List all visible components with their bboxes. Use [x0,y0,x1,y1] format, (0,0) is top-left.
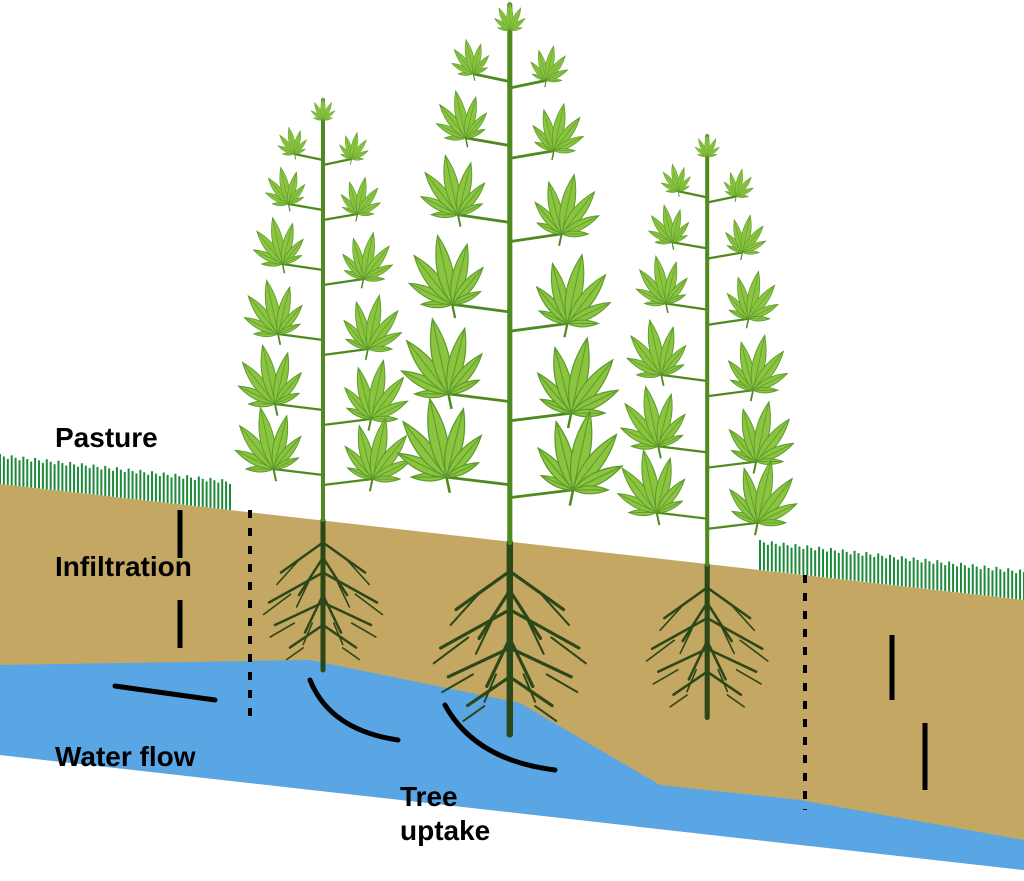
label-tree-uptake: Tree uptake [400,780,490,847]
label-water-flow: Water flow [55,740,196,774]
infiltration-marks [180,510,925,790]
label-pasture: Pasture [55,421,158,455]
diagram-stage: Pasture Infiltration Water flow Tree upt… [0,0,1024,881]
label-infiltration: Infiltration [55,550,192,584]
